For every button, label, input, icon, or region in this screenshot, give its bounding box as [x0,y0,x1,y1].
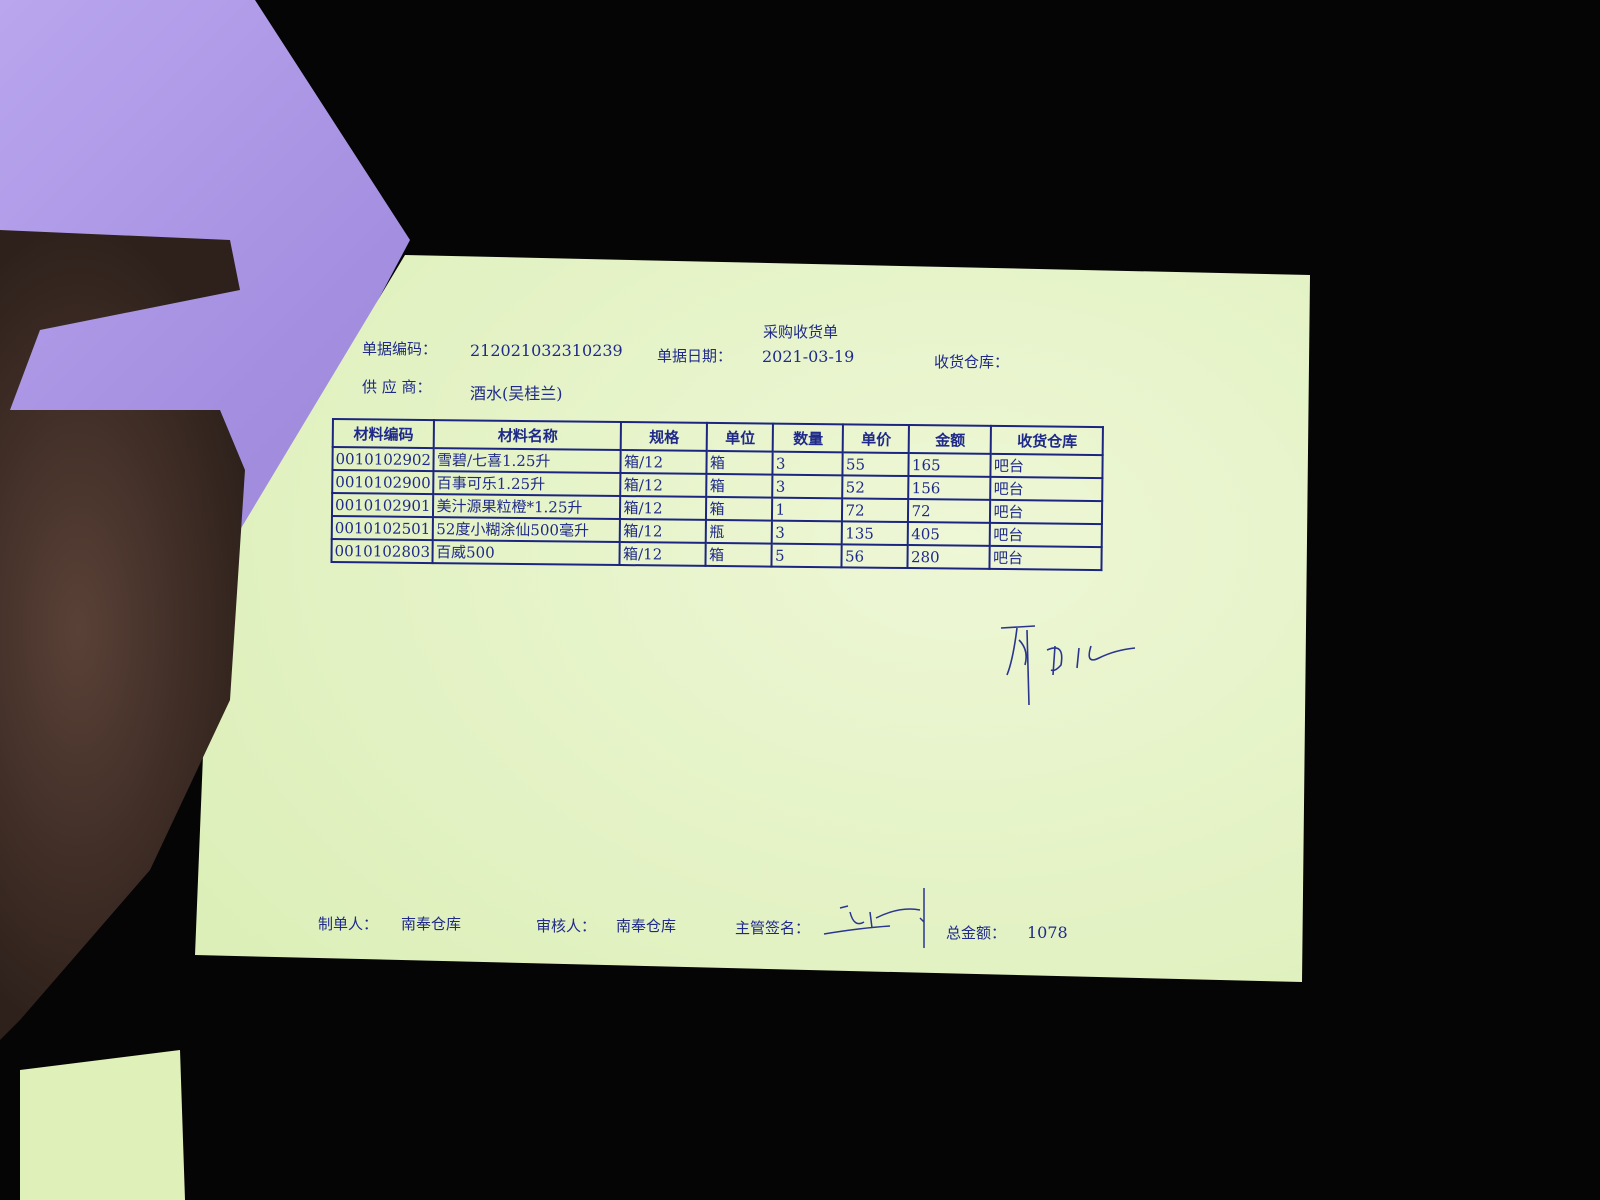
table-cell: 箱 [706,473,773,498]
maker-label: 制单人： [318,915,379,933]
header-cell: 数量 [773,423,844,453]
table-cell: 52 [842,475,909,500]
table-cell: 吧台 [990,476,1103,502]
table-cell: 156 [908,476,991,500]
table-cell: 3 [772,474,843,499]
table-cell: 0010102902 [332,447,435,472]
header-cell: 金额 [909,425,992,454]
table-cell: 0010102900 [332,470,434,495]
table-cell: 吧台 [989,545,1103,571]
supervisor-label: 主管签名： [735,919,811,937]
table-cell: 雪碧/七喜1.25升 [433,448,622,474]
table-cell: 55 [842,452,910,477]
doc-date: 2021-03-19 [762,347,855,366]
header-cell: 单价 [843,424,910,454]
supervisor-signature [820,888,930,952]
table-cell: 百事可乐1.25升 [433,471,621,497]
table-cell: 箱 [705,542,773,567]
table-cell: 5 [771,543,843,568]
table-cell: 52度小糊涂仙500毫升 [433,517,621,543]
table-cell: 美汁源果粒橙*1.25升 [433,494,621,520]
table-cell: 3 [772,451,844,476]
table-cell: 箱/12 [620,519,707,543]
table-cell: 吧台 [990,499,1103,525]
table-cell: 箱 [706,496,773,521]
total-label: 总金额： [946,924,1007,942]
reviewer: 南奉仓库 [616,917,677,935]
table-cell: 箱/12 [619,542,707,566]
table-cell: 箱/12 [620,450,708,474]
warehouse-label: 收货仓库： [934,353,1010,371]
table-cell: 135 [842,521,909,546]
header-cell: 单位 [707,422,774,452]
supplier: 酒水(吴桂兰) [470,384,563,403]
table-cell: 瓶 [706,519,773,544]
table-cell: 1 [772,497,843,522]
maker: 南奉仓库 [401,915,462,933]
header-cell: 材料编码 [332,419,435,449]
handwritten-signature [995,620,1145,714]
table-cell: 56 [841,544,909,569]
table-cell: 165 [908,453,992,477]
table-cell: 0010102803 [331,539,434,564]
header-cell: 规格 [621,422,708,451]
supplier-label: 供 应 商： [362,378,432,396]
table-cell: 箱/12 [620,496,707,520]
table-cell: 箱 [706,450,774,475]
doc-no-label: 单据编码： [362,340,438,358]
total-amount: 1078 [1027,923,1068,942]
table-cell: 3 [772,520,843,545]
second-paper-corner [20,1050,185,1200]
table-cell: 0010102501 [331,516,434,541]
date-label: 单据日期： [657,347,733,365]
header-cell: 材料名称 [434,420,622,451]
table-cell: 405 [908,522,991,546]
items-table: 材料编码 材料名称 规格 单位 数量 单价 金额 收货仓库 0010102902… [330,418,1104,571]
table-cell: 72 [842,498,909,523]
doc-no: 212021032310239 [470,341,623,360]
table-cell: 0010102901 [331,493,434,518]
reviewer-label: 审核人： [536,917,597,935]
table-cell: 吧台 [990,522,1103,548]
table-cell: 72 [908,499,991,523]
table-cell: 吧台 [990,453,1104,479]
table-cell: 箱/12 [620,473,707,497]
table-cell: 百威500 [432,540,621,566]
doc-title: 采购收货单 [763,323,839,341]
table-cell: 280 [907,545,991,569]
header-cell: 收货仓库 [991,425,1104,456]
